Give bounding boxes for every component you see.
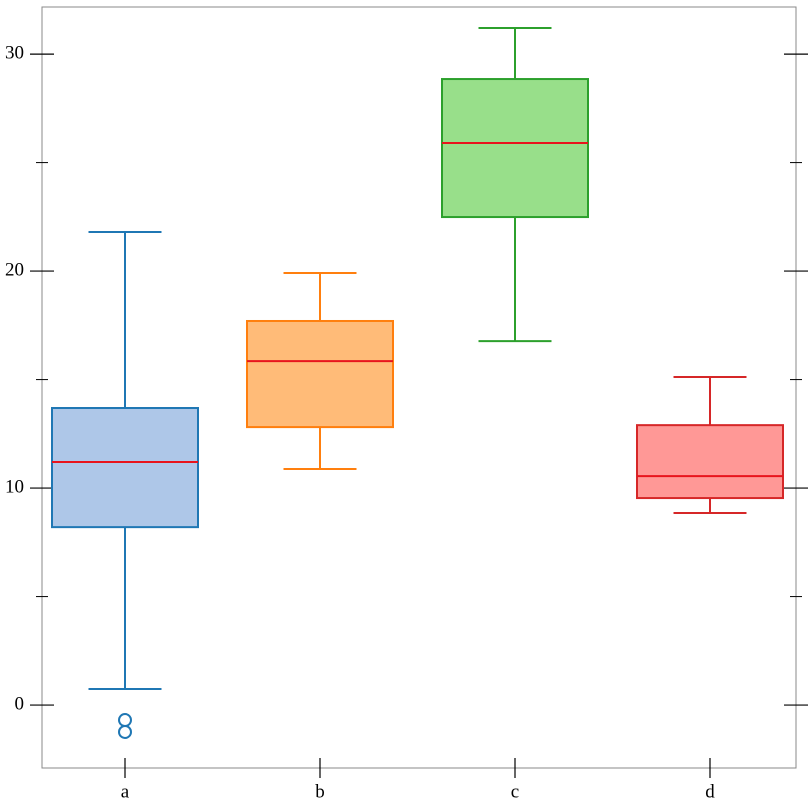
box	[246, 319, 394, 429]
y-tick-label: 10	[5, 476, 24, 497]
y-tick-label: 20	[5, 259, 24, 280]
x-tick-label: d	[705, 781, 715, 802]
x-tick-label: c	[511, 781, 519, 802]
plot-frame	[41, 6, 797, 769]
y-tick-label: 0	[15, 693, 25, 714]
box	[636, 424, 784, 500]
x-tick-label: a	[121, 781, 130, 802]
flier	[118, 724, 132, 739]
box	[51, 407, 199, 529]
x-tick-label: b	[315, 781, 325, 802]
flier	[118, 713, 132, 728]
y-tick-label: 30	[5, 42, 24, 63]
box	[441, 78, 589, 219]
